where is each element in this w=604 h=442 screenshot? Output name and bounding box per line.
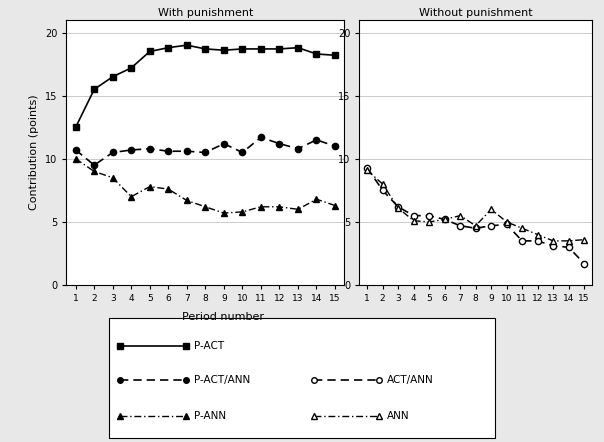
Text: ANN: ANN <box>387 411 410 421</box>
Y-axis label: Contribution (points): Contribution (points) <box>30 95 39 210</box>
Text: P-ACT: P-ACT <box>194 341 224 351</box>
Text: ACT/ANN: ACT/ANN <box>387 375 434 385</box>
Title: With punishment: With punishment <box>158 8 253 18</box>
Text: P-ACT/ANN: P-ACT/ANN <box>194 375 250 385</box>
Title: Without punishment: Without punishment <box>419 8 533 18</box>
Text: P-ANN: P-ANN <box>194 411 226 421</box>
Text: Period number: Period number <box>182 312 265 322</box>
